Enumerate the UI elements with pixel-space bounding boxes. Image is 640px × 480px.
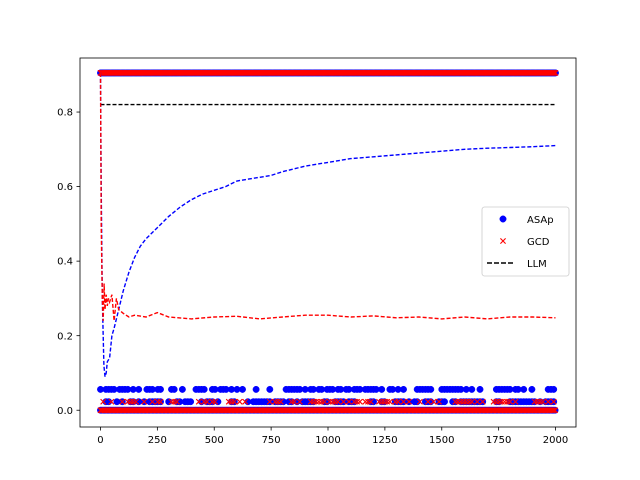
series-gcd-point [335,398,341,405]
y-tick-label: 0.6 [57,182,73,193]
x-tick-label: 250 [148,435,167,446]
series-gcd-point [236,398,243,405]
series-gcd-point [157,398,164,405]
series-asap-point [187,398,195,406]
x-tick-label: 500 [205,435,224,446]
x-tick-label: 1750 [486,435,511,446]
series-gcd-point [395,398,402,405]
x-tick-label: 2000 [543,435,568,446]
series-gcd-point [550,407,557,414]
y-tick-label: 0.2 [57,331,73,342]
series-asap-point [266,385,274,393]
series-gcd-point [141,398,148,405]
series-asap-point [520,385,528,393]
series-gcd-point [552,69,559,76]
series-gcd-point [277,398,284,405]
legend: ASAp GCD LLM [481,206,570,277]
series-gcd-point [552,407,559,414]
x-tick-label: 1000 [315,435,340,446]
series-asap-point [239,385,246,393]
series-gcd-point [149,398,156,405]
series-gcd-point [386,398,393,405]
series-gcd-point [321,398,328,405]
series-gcd-point [367,398,374,405]
legend-box [481,206,570,277]
series-asap-point [441,398,448,406]
series-asap-point [135,385,143,393]
series-asap-point [252,385,260,393]
series-asap-point [550,385,558,393]
series-gcd-point [231,398,238,405]
series-gcd-point [545,398,552,405]
legend-label-llm: LLM [527,259,547,270]
series-gcd-point [468,398,475,405]
series-gcd-point [291,398,298,405]
series-asap-point [200,385,208,393]
legend-label-gcd: GCD [527,237,550,248]
y-tick-label: 0.4 [57,257,73,268]
series-gcd-point [212,398,219,405]
series-line-1 [99,72,556,377]
series-asap-point [157,385,164,393]
series-line-2 [99,72,556,321]
series-asap-point [476,385,484,393]
series-gcd-point [539,398,546,405]
legend-marker-asap [499,215,507,223]
series-asap-point [468,385,476,393]
x-tick-label: 1500 [429,435,454,446]
series-gcd-point [133,398,139,405]
series-gcd-point [550,398,557,405]
series-gcd-point [242,398,249,405]
series-gcd-point [204,398,210,405]
x-tick-label: 1250 [372,435,397,446]
legend-marker-gcd [500,238,506,244]
series-gcd-point [551,69,558,76]
series-gcd-point [100,398,107,405]
series-gcd-point [406,398,412,405]
series-asap-point [427,385,435,393]
series-gcd-point [436,398,442,405]
series-gcd-point [296,398,303,405]
series-gcd-points [97,69,559,414]
series-asap-point [528,385,536,393]
series-gcd-point [430,398,437,405]
series-gcd-point [474,398,481,405]
series-gcd-point [479,398,486,405]
axis-layer: 0 250 500 750 1000 1250 1500 1750 2000 0.0 0.2 0.4 0… [57,108,568,446]
x-tick-label: 0 [97,435,103,446]
series-asap-point [170,385,178,393]
series-asap-point [378,385,386,393]
data-layer [97,69,559,414]
series-gcd-point [345,398,352,405]
series-gcd-point [119,398,126,405]
series-gcd-point [108,398,115,405]
series-gcd-point [340,398,347,405]
series-asap-point [400,385,407,393]
series-gcd-point [356,398,363,405]
series-gcd-point [173,398,180,405]
series-gcd-point [425,398,432,405]
series-gcd-point [507,398,513,405]
series-gcd-point [512,398,519,405]
y-tick-label: 0.0 [57,406,73,417]
series-gcd-point [266,398,273,405]
series-gcd-point [195,398,202,405]
x-tick-label: 750 [262,435,281,446]
series-gcd-point [550,69,557,76]
series-asap-point [178,385,186,393]
series-gcd-point [400,398,407,405]
y-tick-label: 0.8 [57,108,73,119]
series-gcd-point [416,398,423,405]
legend-label-asap: ASAp [527,215,554,226]
